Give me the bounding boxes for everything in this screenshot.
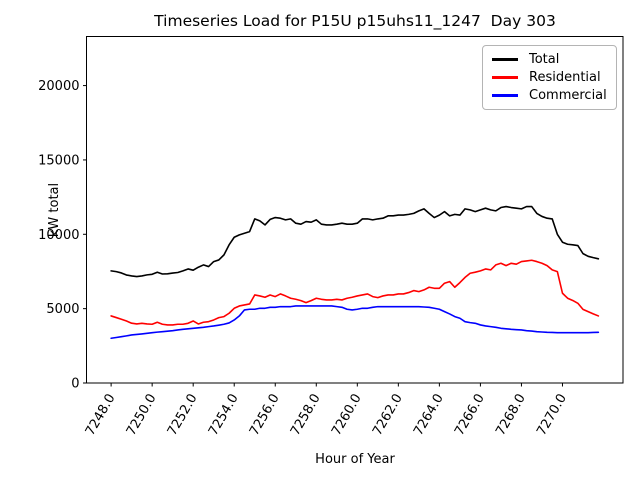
x-tick-label: 7270.0 [534, 392, 570, 439]
series-layer [110, 205, 600, 340]
x-tick-label: 7256.0 [247, 392, 283, 439]
legend-label-total: Total [529, 52, 560, 67]
legend-label-commercial: Commercial [529, 88, 607, 103]
x-tick-label: 7262.0 [370, 392, 406, 439]
plot-area-border [86, 36, 624, 384]
x-tick-label: 7250.0 [124, 392, 160, 439]
x-tick-label: 7248.0 [83, 392, 119, 439]
x-tick-label: 7254.0 [206, 392, 242, 439]
line-commercial [110, 305, 600, 340]
line-total [110, 205, 600, 278]
x-axis-label: Hour of Year [315, 452, 395, 467]
legend-label-residential: Residential [529, 70, 601, 85]
x-tick-label: 7260.0 [329, 392, 365, 439]
x-tick-label: 7264.0 [411, 392, 447, 439]
residential-line-swatch [492, 76, 518, 79]
x-tick-label: 7268.0 [493, 392, 529, 439]
y-tick-label: 15000 [38, 153, 79, 168]
legend-item-residential: Residential [492, 71, 607, 84]
line-residential [110, 259, 600, 326]
y-axis-label: kW total [47, 183, 62, 237]
x-tick-label: 7266.0 [452, 392, 488, 439]
y-tick-label: 10000 [38, 228, 79, 243]
total-line-swatch [492, 58, 518, 61]
legend-item-commercial: Commercial [492, 89, 607, 102]
chart-title: Timeseries Load for P15U p15uhs11_1247 D… [153, 12, 556, 31]
x-tick-label: 7258.0 [288, 392, 324, 439]
legend: Total Residential Commercial [482, 45, 617, 110]
y-tick-label: 5000 [46, 302, 79, 317]
y-tick-label: 20000 [38, 79, 79, 94]
y-tick-label: 0 [71, 377, 79, 392]
commercial-line-swatch [492, 94, 518, 97]
x-tick-label: 7252.0 [165, 392, 201, 439]
legend-item-total: Total [492, 53, 607, 66]
